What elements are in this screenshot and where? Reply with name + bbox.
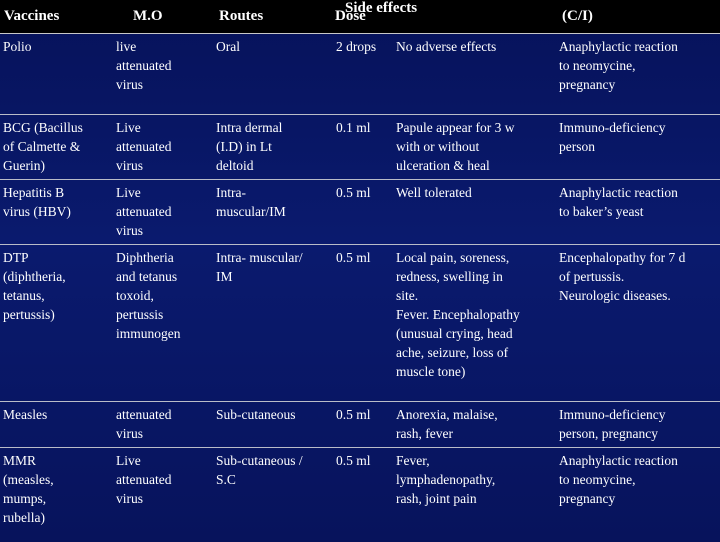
cell-side-effects: Local pain, soreness, redness, swelling … xyxy=(393,244,557,402)
cell-mo: Diphtheria and tetanus toxoid, pertussis… xyxy=(113,244,213,402)
cell-ci: Immuno-deficiency person, pregnancy xyxy=(556,401,720,448)
cell-ci: Anaphylactic reaction to baker’s yeast xyxy=(556,179,720,245)
header-dose-text: Dose xyxy=(335,8,366,24)
table-row: Polio live attenuated virus Oral 2 drops… xyxy=(0,34,720,115)
cell-side-effects: Fever, lymphadenopathy, rash, joint pain xyxy=(393,447,557,542)
table-row: BCG (Bacillus of Calmette & Guerin) Live… xyxy=(0,114,720,180)
header-side-effects-text: Side effects xyxy=(345,0,418,16)
cell-side-effects: No adverse effects xyxy=(396,39,497,54)
header-ci: (C/I) xyxy=(556,0,720,34)
cell-dose: 0.5 ml xyxy=(333,179,393,245)
cell-mo: Live attenuated virus xyxy=(113,179,213,245)
cell-side-effects: Papule appear for 3 w with or without ul… xyxy=(393,114,557,180)
cell-route: Intra dermal (I.D) in Lt deltoid xyxy=(213,114,333,180)
cell-route: Sub-cutaneous xyxy=(213,401,333,448)
table-row: MMR (measles, mumps, rubella) Live atten… xyxy=(0,447,720,542)
cell-mo: live attenuated virus xyxy=(116,39,172,92)
cell-vaccine: Measles xyxy=(0,401,113,448)
header-routes: Routes xyxy=(213,0,333,34)
header-vaccines: Vaccines xyxy=(0,0,113,34)
table-row: DTP (diphtheria, tetanus, pertussis) Dip… xyxy=(0,244,720,402)
cell-dose: 0.5 ml xyxy=(333,447,393,542)
cell-vaccine: Hepatitis B virus (HBV) xyxy=(0,179,113,245)
cell-ci: Encephalopathy for 7 d of pertussis. Neu… xyxy=(556,244,720,402)
cell-mo: attenuated virus xyxy=(113,401,213,448)
cell-dose: 2 drops xyxy=(336,39,377,54)
cell-mo: Live attenuated virus xyxy=(113,447,213,542)
table-row: Measles attenuated virus Sub-cutaneous 0… xyxy=(0,401,720,448)
cell-route: Oral xyxy=(216,39,240,54)
cell-dose: 0.5 ml xyxy=(333,401,393,448)
cell-mo: Live attenuated virus xyxy=(113,114,213,180)
cell-route: Intra- muscular/ IM xyxy=(213,244,333,402)
cell-vaccine: MMR (measles, mumps, rubella) xyxy=(0,447,113,542)
cell-side-effects: Anorexia, malaise, rash, fever xyxy=(393,401,557,448)
cell-vaccine: DTP (diphtheria, tetanus, pertussis) xyxy=(0,244,113,402)
cell-route: Intra- muscular/IM xyxy=(213,179,333,245)
cell-dose: 0.5 ml xyxy=(333,244,393,402)
header-dose: Dose Side effects xyxy=(333,0,557,34)
cell-dose: 0.1 ml xyxy=(333,114,393,180)
cell-vaccine: Polio xyxy=(3,39,32,54)
header-mo: M.O xyxy=(113,0,213,34)
cell-vaccine: BCG (Bacillus of Calmette & Guerin) xyxy=(0,114,113,180)
cell-ci: Immuno-deficiency person xyxy=(556,114,720,180)
cell-route: Sub-cutaneous / S.C xyxy=(213,447,333,542)
table-row: Hepatitis B virus (HBV) Live attenuated … xyxy=(0,179,720,245)
cell-ci: Anaphylactic reaction to neomycine, preg… xyxy=(559,39,678,92)
header-row: Vaccines M.O Routes Dose Side effects (C/… xyxy=(0,0,720,34)
cell-side-effects: Well tolerated xyxy=(393,179,557,245)
cell-ci: Anaphylactic reaction to neomycine, preg… xyxy=(556,447,720,542)
